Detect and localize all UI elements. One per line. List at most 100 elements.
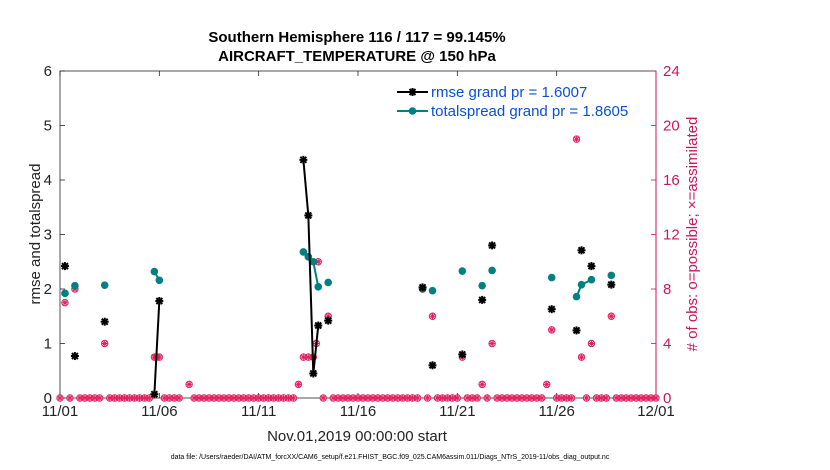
obs-marker	[483, 394, 491, 402]
spread-point	[607, 271, 616, 280]
obs-marker	[478, 380, 486, 389]
obs-marker	[145, 394, 154, 402]
x-tick-label: 11/21	[439, 403, 475, 420]
spread-point	[458, 267, 467, 275]
spread-point	[71, 281, 79, 290]
rmse-series	[60, 155, 616, 399]
spread-point	[587, 275, 596, 284]
obs-marker	[289, 394, 298, 402]
spread-point	[488, 266, 496, 275]
obs-marker	[602, 394, 611, 402]
legend: rmse grand pr = 1.6007 totalspread grand…	[397, 84, 628, 120]
obs-marker	[453, 394, 462, 402]
rmse-point	[70, 352, 79, 361]
data-file-footer: data file: /Users/raeder/DAI/ATM_forcXX/…	[171, 454, 610, 461]
rmse-point	[418, 283, 427, 292]
y-right-tick-label: 4	[663, 336, 671, 353]
y-axis-left: 0 1 2 3 4 5 6	[44, 63, 65, 407]
y-right-tick-label: 20	[663, 118, 680, 135]
obs-marker	[175, 394, 183, 402]
obs-marker	[160, 394, 169, 402]
rmse-point	[155, 296, 164, 305]
rmse-line-segment	[153, 300, 161, 395]
obs-marker	[572, 135, 581, 143]
obs-marker	[493, 394, 501, 402]
spread-point	[577, 280, 586, 289]
spread-point	[100, 281, 109, 289]
obs-marker	[582, 394, 591, 402]
rmse-point	[587, 262, 596, 271]
obs-marker	[349, 394, 357, 402]
obs-marker	[413, 394, 422, 402]
obs-marker	[473, 394, 481, 402]
spread-point	[324, 278, 333, 287]
obs-marker	[100, 339, 109, 348]
y-tick-label: 6	[44, 63, 52, 80]
spread-point	[155, 276, 164, 285]
spread-point	[61, 289, 69, 298]
y-axis-right: 0 4 8 12 16 20 24	[651, 63, 680, 407]
obs-marker	[319, 394, 327, 402]
spread-point	[150, 267, 159, 276]
spread-point	[478, 281, 486, 290]
obs-marker	[105, 394, 114, 402]
rmse-point	[60, 262, 69, 271]
obs-marker	[543, 380, 551, 389]
obs-marker	[389, 394, 397, 402]
obs-marker	[135, 394, 144, 402]
obs-marker	[61, 298, 69, 307]
x-tick-label: 11/16	[340, 403, 376, 420]
x-tick-label: 11/01	[42, 403, 78, 420]
obs-count-series	[56, 135, 660, 402]
y-axis-label-right: # of obs: o=possible; ×=assimilated	[684, 117, 701, 352]
obs-marker	[125, 394, 134, 402]
rmse-point	[314, 321, 323, 330]
chart-subtitle: AIRCRAFT_TEMPERATURE @ 150 hPa	[218, 48, 496, 65]
legend-spread-label: totalspread grand pr = 1.8605	[431, 103, 628, 120]
obs-marker	[428, 312, 437, 320]
rmse-point	[309, 369, 318, 378]
obs-marker	[518, 394, 526, 402]
y-tick-label: 4	[44, 172, 52, 189]
legend-spread-marker	[408, 107, 417, 115]
y-tick-label: 1	[44, 336, 52, 353]
obs-marker	[652, 394, 660, 402]
obs-marker	[577, 353, 586, 361]
y-right-tick-label: 0	[663, 390, 671, 407]
obs-marker	[443, 394, 452, 402]
legend-rmse-label: rmse grand pr = 1.6007	[431, 84, 587, 101]
spread-point	[314, 283, 323, 291]
y-right-tick-label: 8	[663, 281, 671, 298]
obs-marker	[587, 339, 596, 348]
rmse-point	[488, 241, 497, 250]
obs-marker	[423, 394, 432, 402]
y-tick-label: 3	[44, 227, 52, 244]
rmse-point	[607, 280, 616, 289]
chart-title: Southern Hemisphere 116 / 117 = 99.145%	[208, 29, 505, 46]
rmse-point	[100, 317, 109, 326]
rmse-point	[428, 361, 437, 370]
y-right-tick-label: 24	[663, 63, 680, 80]
y-tick-label: 5	[44, 118, 52, 135]
obs-marker	[548, 326, 556, 334]
obs-marker	[185, 380, 193, 389]
spread-point	[309, 257, 318, 266]
obs-marker	[567, 394, 576, 402]
rmse-point	[324, 316, 333, 325]
spread-point	[299, 248, 308, 256]
rmse-point	[547, 305, 556, 314]
spread-point	[547, 273, 556, 282]
rmse-point	[572, 326, 581, 335]
spread-point	[428, 286, 437, 295]
plot-area	[59, 70, 657, 399]
obs-marker	[190, 394, 198, 402]
obs-marker	[294, 380, 303, 389]
x-tick-label: 11/26	[538, 403, 574, 420]
obs-marker	[96, 394, 104, 402]
totalspread-series	[61, 248, 616, 301]
obs-marker	[66, 394, 74, 402]
rmse-point	[150, 390, 159, 399]
x-axis-label: Nov.01,2019 00:00:00 start	[267, 428, 448, 445]
